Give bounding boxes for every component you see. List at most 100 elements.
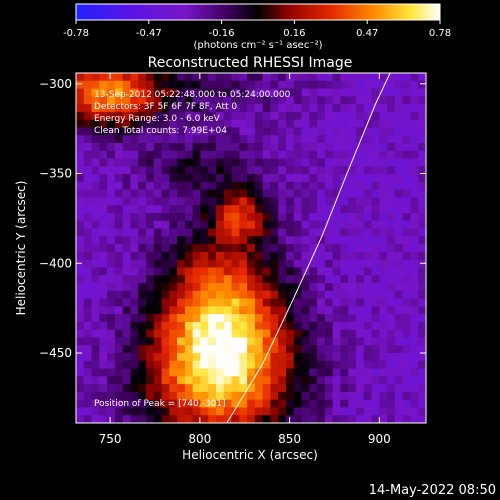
heatmap-cell [309, 119, 318, 129]
heatmap-cell [356, 353, 365, 362]
heatmap-cell [76, 353, 85, 362]
heatmap-cell [107, 353, 116, 362]
heatmap-cell [286, 314, 295, 323]
heatmap-cell [332, 384, 342, 393]
heatmap-cell [223, 283, 233, 292]
heatmap-cell [122, 415, 132, 423]
heatmap-cell [286, 290, 295, 300]
heatmap-cell [138, 337, 147, 346]
heatmap-cell [394, 376, 404, 385]
heatmap-cell [379, 174, 388, 183]
heatmap-cell [153, 267, 163, 276]
heatmap-cell [208, 329, 217, 339]
heatmap-cell [216, 283, 225, 292]
heatmap-cell [270, 267, 279, 276]
heatmap-cell [309, 220, 318, 230]
heatmap-cell [223, 166, 233, 175]
heatmap-cell [200, 321, 209, 331]
heatmap-cell [286, 228, 295, 237]
heatmap-cell [418, 353, 426, 362]
heatmap-cell [83, 298, 93, 307]
heatmap-cell [216, 127, 225, 136]
heatmap-cell [348, 368, 357, 377]
heatmap-cell [363, 267, 373, 276]
heatmap-cell [324, 88, 334, 97]
heatmap-cell [418, 228, 426, 237]
heatmap-cell [317, 111, 326, 121]
colorbar-tick-label: -0.78 [63, 28, 89, 39]
heatmap-cell [387, 111, 396, 121]
heatmap-cell [107, 290, 116, 300]
heatmap-cell [130, 135, 139, 144]
heatmap-cell [91, 80, 100, 90]
heatmap-cell [356, 251, 365, 261]
heatmap-cell [161, 143, 170, 152]
heatmap-cell [153, 360, 163, 370]
heatmap-cell [223, 407, 233, 416]
heatmap-cell [379, 337, 388, 346]
heatmap-cell [324, 376, 334, 385]
heatmap-cell [177, 205, 186, 214]
heatmap-cell [231, 259, 240, 269]
heatmap-cell [99, 337, 108, 346]
heatmap-cell [332, 283, 342, 292]
heatmap-cell [254, 314, 264, 323]
heatmap-cell [99, 119, 108, 129]
heatmap-cell [223, 135, 233, 144]
heatmap-cell [153, 143, 163, 152]
heatmap-cell [114, 407, 124, 416]
heatmap-cell [146, 384, 155, 393]
heatmap-cell [270, 298, 279, 307]
heatmap-cell [91, 298, 100, 307]
heatmap-cell [216, 119, 225, 129]
heatmap-cell [410, 236, 419, 245]
heatmap-cell [348, 360, 357, 370]
heatmap-cell [348, 213, 357, 222]
heatmap-cell [130, 259, 139, 269]
heatmap-cell [130, 329, 139, 339]
heatmap-cell [107, 119, 116, 129]
heatmap-cell [418, 135, 426, 144]
heatmap-cell [278, 391, 287, 401]
heatmap-cell [239, 384, 248, 393]
heatmap-cell [348, 181, 357, 191]
heatmap-cell [371, 135, 380, 144]
heatmap-cell [184, 150, 194, 160]
heatmap-cell [262, 135, 272, 144]
heatmap-cell [239, 205, 248, 214]
heatmap-cell [356, 298, 365, 307]
heatmap-cell [418, 251, 426, 261]
heatmap-cell [371, 181, 380, 191]
heatmap-cell [286, 88, 295, 97]
heatmap-cell [208, 345, 217, 354]
heatmap-cell [340, 259, 349, 269]
heatmap-cell [239, 111, 248, 121]
heatmap-cell [169, 150, 178, 160]
heatmap-cell [247, 321, 256, 331]
heatmap-cell [91, 166, 100, 175]
heatmap-cell [418, 399, 426, 409]
heatmap-cell [262, 111, 272, 121]
heatmap-cell [387, 220, 396, 230]
heatmap-cell [356, 104, 365, 113]
heatmap-cell [247, 384, 256, 393]
heatmap-cell [200, 275, 209, 284]
heatmap-cell [161, 166, 170, 175]
heatmap-cell [216, 166, 225, 175]
heatmap-cell [177, 228, 186, 237]
heatmap-cell [91, 236, 100, 245]
heatmap-cell [278, 407, 287, 416]
heatmap-cell [83, 267, 93, 276]
heatmap-cell [138, 236, 147, 245]
heatmap-cell [130, 158, 139, 167]
heatmap-cell [278, 73, 287, 82]
heatmap-cell [379, 213, 388, 222]
heatmap-cell [254, 415, 264, 423]
heatmap-cell [278, 104, 287, 113]
heatmap-cell [387, 119, 396, 129]
heatmap-cell [83, 143, 93, 152]
heatmap-cell [387, 189, 396, 199]
heatmap-cell [91, 290, 100, 300]
heatmap-cell [138, 197, 147, 206]
